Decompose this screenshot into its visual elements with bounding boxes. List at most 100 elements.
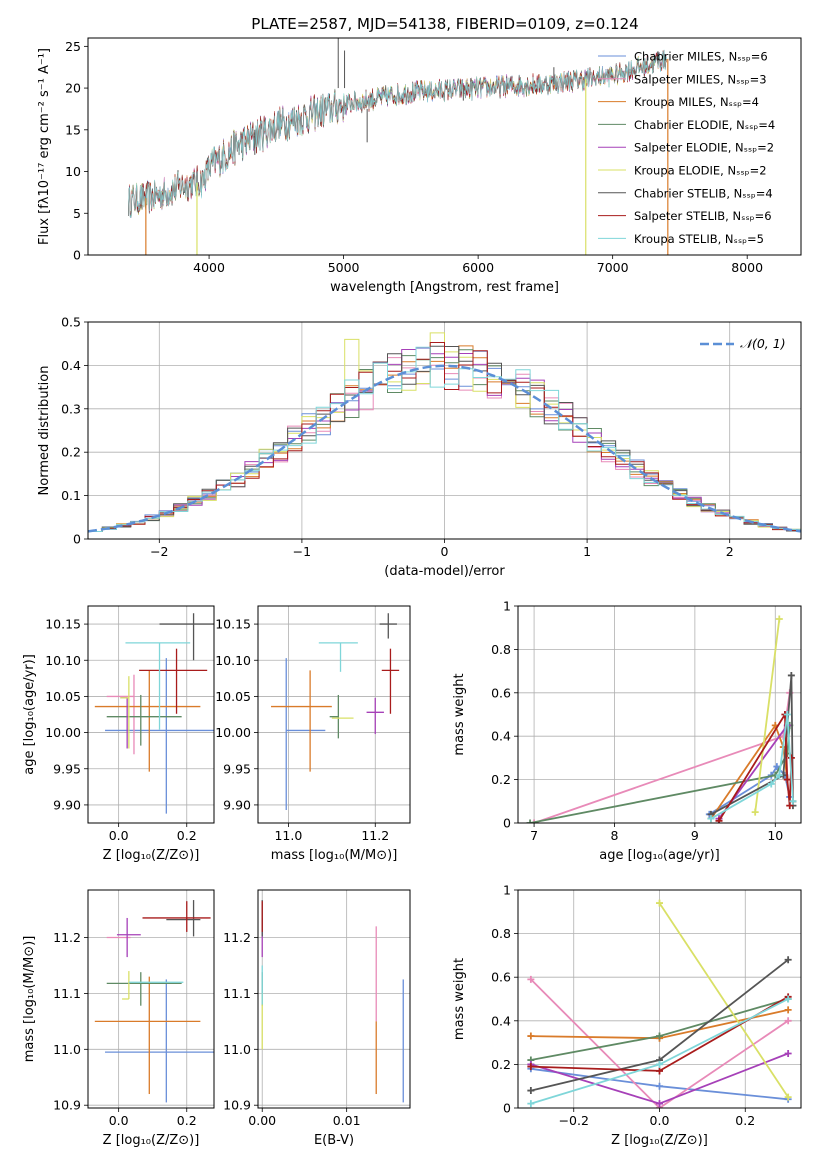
- axes-frame: [87, 889, 215, 1109]
- errorbar-point: [94, 976, 201, 1095]
- y-tick-label: 0: [73, 532, 81, 547]
- weight-line: [718, 711, 794, 822]
- x-axis-label: wavelength [Angstrom, rest frame]: [330, 280, 559, 295]
- legend-label: Salpeter STELIB, Nₛₛₚ=6: [634, 209, 772, 223]
- y-tick-label: 11.1: [53, 986, 81, 1001]
- x-tick-label: 0.0: [650, 1113, 670, 1128]
- errorbar-point: [105, 979, 214, 1103]
- y-tick-label: 10.05: [215, 689, 251, 704]
- residuals-plot-area: [88, 332, 801, 533]
- age-weight-panel: 7 8 9 10 0 0.2 0.4 0.6 0.8 1 age [log₁₀(age/yr)] ma…: [452, 599, 802, 863]
- axes-frame: [257, 889, 411, 1109]
- y-axis-label: age [log₁₀(age/yr)]: [22, 654, 37, 775]
- x-tick-label: −1: [293, 544, 311, 559]
- x-axis-label: E(B-V): [314, 1133, 354, 1148]
- weight-marker: [751, 808, 759, 816]
- weight-marker: [656, 1032, 663, 1040]
- weight-line: [530, 978, 789, 1108]
- y-tick-label: 11.1: [223, 986, 251, 1001]
- x-axis-label: Z [log₁₀(Z/Z⊙)]: [103, 848, 200, 863]
- weight-marker: [656, 1082, 663, 1090]
- errorbar-point: [318, 642, 358, 672]
- weight-line: [533, 692, 791, 823]
- y-tick-label: 0.2: [491, 1057, 511, 1072]
- y-tick-label: 10.00: [45, 725, 81, 740]
- legend-label: Chabrier ELODIE, Nₛₛₚ=4: [634, 118, 775, 132]
- errorbar-point: [159, 613, 214, 661]
- y-tick-label: 1: [503, 883, 511, 898]
- y-tick-label: 10.9: [53, 1098, 81, 1113]
- ebv-mass-panel: 0.00 0.01 10.9 11.0 11.1 11.2 E(B-V): [223, 889, 411, 1148]
- mass-age-plot-area: [271, 613, 400, 810]
- y-tick-label: 10.9: [223, 1098, 251, 1113]
- spectrum-panel: 4000 5000 6000 7000 8000 0 5 10 15 20 25 wavelength…: [37, 37, 802, 295]
- y-tick-label: 1: [503, 599, 511, 614]
- x-tick-label: 6000: [462, 260, 494, 275]
- errorbar-point: [379, 613, 397, 639]
- legend-label: Salpeter MILES, Nₛₛₚ=3: [634, 72, 767, 86]
- y-tick-label: 0.3: [61, 401, 81, 416]
- weight-marker: [526, 819, 534, 823]
- y-tick-label: 0: [73, 248, 81, 263]
- weight-marker: [786, 802, 794, 810]
- x-tick-label: 0.2: [177, 828, 197, 843]
- y-tick-label: 0.4: [491, 729, 511, 744]
- y-tick-label: 10.15: [45, 617, 81, 632]
- y-tick-label: 0.2: [61, 445, 81, 460]
- errorbar-point: [94, 670, 201, 772]
- y-tick-label: 10.15: [215, 617, 251, 632]
- y-tick-label: 0.6: [491, 685, 511, 700]
- mass-z-plot-area: [94, 900, 214, 1103]
- y-tick-label: 0.8: [491, 926, 511, 941]
- weight-marker: [783, 711, 791, 718]
- legend-label: Salpeter ELODIE, Nₛₛₚ=2: [634, 141, 774, 155]
- x-tick-label: 5000: [328, 260, 360, 275]
- histogram-series: [88, 342, 801, 532]
- y-tick-label: 11.0: [53, 1042, 81, 1057]
- y-axis-label: Flux [fλ10⁻¹⁷ erg cm⁻² s⁻¹ A⁻¹]: [37, 48, 52, 245]
- weight-marker: [784, 1017, 792, 1025]
- x-tick-label: 8: [611, 828, 619, 843]
- weight-line: [710, 675, 794, 816]
- y-axis-label: Normed distribution: [37, 366, 52, 496]
- errorbar-point: [106, 972, 182, 1006]
- weight-marker: [787, 754, 795, 762]
- y-axis-label: mass weight: [452, 958, 467, 1040]
- legend-label: Chabrier STELIB, Nₛₛₚ=4: [634, 186, 773, 200]
- x-tick-label: 10: [767, 828, 783, 843]
- legend-label: Kroupa MILES, Nₛₛₚ=4: [634, 95, 759, 109]
- y-tick-label: 9.95: [53, 761, 81, 776]
- y-tick-label: 11.2: [53, 930, 81, 945]
- weight-marker: [656, 1067, 663, 1075]
- axes-frame: [87, 37, 802, 256]
- x-tick-label: −0.2: [559, 1113, 589, 1128]
- mass-z-panel: 0.0 0.2 10.9 11.0 11.1 11.2 Z [log₁₀(Z/Z⊙)] mas…: [22, 889, 215, 1148]
- z-weight-panel: −0.2 0.0 0.2 0 0.2 0.4 0.6 0.8 1 Z [log₁₀(Z/Z⊙)] m…: [452, 883, 802, 1148]
- weight-marker: [656, 1100, 663, 1108]
- weight-marker: [783, 776, 791, 784]
- weight-marker: [527, 1087, 535, 1095]
- x-tick-label: 11.2: [361, 828, 389, 843]
- weight-line: [708, 765, 791, 816]
- y-tick-label: 0.8: [491, 642, 511, 657]
- errorbar-point: [106, 694, 182, 746]
- errorbar-point: [142, 901, 211, 932]
- x-tick-label: 7: [530, 828, 538, 843]
- y-axis-label: mass [log₁₀(M/M⊙)]: [22, 936, 37, 1063]
- x-tick-label: 0.0: [109, 1113, 129, 1128]
- x-tick-label: 11.0: [274, 828, 302, 843]
- weight-marker: [784, 1093, 792, 1101]
- x-tick-label: 0.01: [333, 1113, 361, 1128]
- y-tick-label: 9.95: [223, 761, 251, 776]
- figure-title: PLATE=2587, MJD=54138, FIBERID=0109, z=0…: [251, 15, 638, 33]
- legend-label: 𝒩(0, 1): [740, 336, 786, 351]
- errorbar-point: [381, 648, 400, 714]
- axes-frame: [257, 605, 411, 824]
- y-tick-label: 10.00: [215, 725, 251, 740]
- weight-marker: [707, 815, 715, 823]
- x-axis-label: (data-model)/error: [384, 564, 505, 579]
- errorbar-point: [271, 670, 332, 772]
- residuals-legend: 𝒩(0, 1): [700, 336, 786, 351]
- x-tick-label: 8000: [731, 260, 763, 275]
